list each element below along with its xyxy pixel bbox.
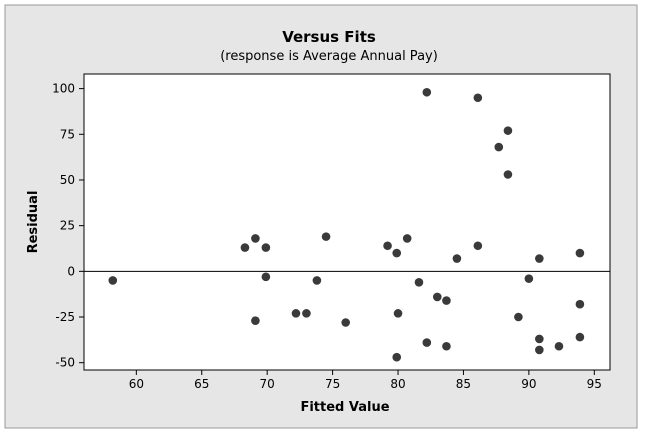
- x-axis-title: Fitted Value: [300, 400, 389, 415]
- data-point: [494, 142, 504, 152]
- data-point: [524, 274, 534, 283]
- data-point: [251, 234, 260, 243]
- data-point: [503, 170, 513, 179]
- data-point: [432, 292, 442, 302]
- data-point: [414, 277, 424, 287]
- data-point: [261, 243, 271, 252]
- data-point: [383, 241, 392, 251]
- data-point: [452, 254, 462, 263]
- data-point: [302, 309, 311, 318]
- x-tick-label: 85: [456, 377, 471, 391]
- x-tick-label: 80: [390, 377, 405, 391]
- data-point: [291, 309, 301, 318]
- data-point: [535, 345, 544, 355]
- data-point: [321, 232, 331, 241]
- data-points: [108, 87, 585, 362]
- y-tick-label: 50: [60, 173, 75, 187]
- data-point: [554, 341, 564, 351]
- y-tick-label: 75: [60, 127, 75, 141]
- data-point: [535, 334, 544, 344]
- x-tick-label: 75: [325, 377, 340, 391]
- chart-title: Versus Fits: [282, 28, 376, 46]
- x-tick-label: 60: [129, 377, 144, 391]
- data-point: [535, 254, 544, 263]
- y-tick-label: 100: [52, 82, 75, 96]
- data-point: [422, 87, 432, 97]
- y-axis-title: Residual: [26, 191, 41, 254]
- data-point: [473, 93, 483, 103]
- data-point: [251, 316, 260, 325]
- data-point: [503, 126, 513, 135]
- y-tick-label: 0: [67, 264, 75, 278]
- y-tick-label: -25: [55, 310, 75, 324]
- data-point: [261, 272, 271, 282]
- data-point: [575, 332, 585, 342]
- data-point: [392, 248, 402, 258]
- data-point: [341, 318, 350, 327]
- data-point: [575, 248, 585, 258]
- data-point: [393, 309, 403, 318]
- x-tick-label: 65: [194, 377, 209, 391]
- data-point: [442, 296, 451, 305]
- axis-ticks: 60 65 70 75 80 85 90 95 -50 -25 0 25 50 75 100: [52, 82, 602, 391]
- y-tick-label: 25: [60, 219, 75, 233]
- data-point: [108, 276, 118, 285]
- y-tick-label: -50: [55, 356, 75, 370]
- data-point: [473, 241, 483, 251]
- x-tick-label: 95: [587, 377, 602, 391]
- data-point: [392, 352, 402, 362]
- data-point: [312, 276, 322, 285]
- data-point: [422, 338, 432, 347]
- data-point: [402, 234, 412, 243]
- data-point: [514, 312, 523, 322]
- data-point: [442, 341, 451, 351]
- data-point: [575, 299, 585, 309]
- x-tick-label: 90: [521, 377, 536, 391]
- chart-subtitle: (response is Average Annual Pay): [220, 49, 438, 64]
- data-point: [240, 243, 250, 252]
- x-tick-label: 70: [260, 377, 275, 391]
